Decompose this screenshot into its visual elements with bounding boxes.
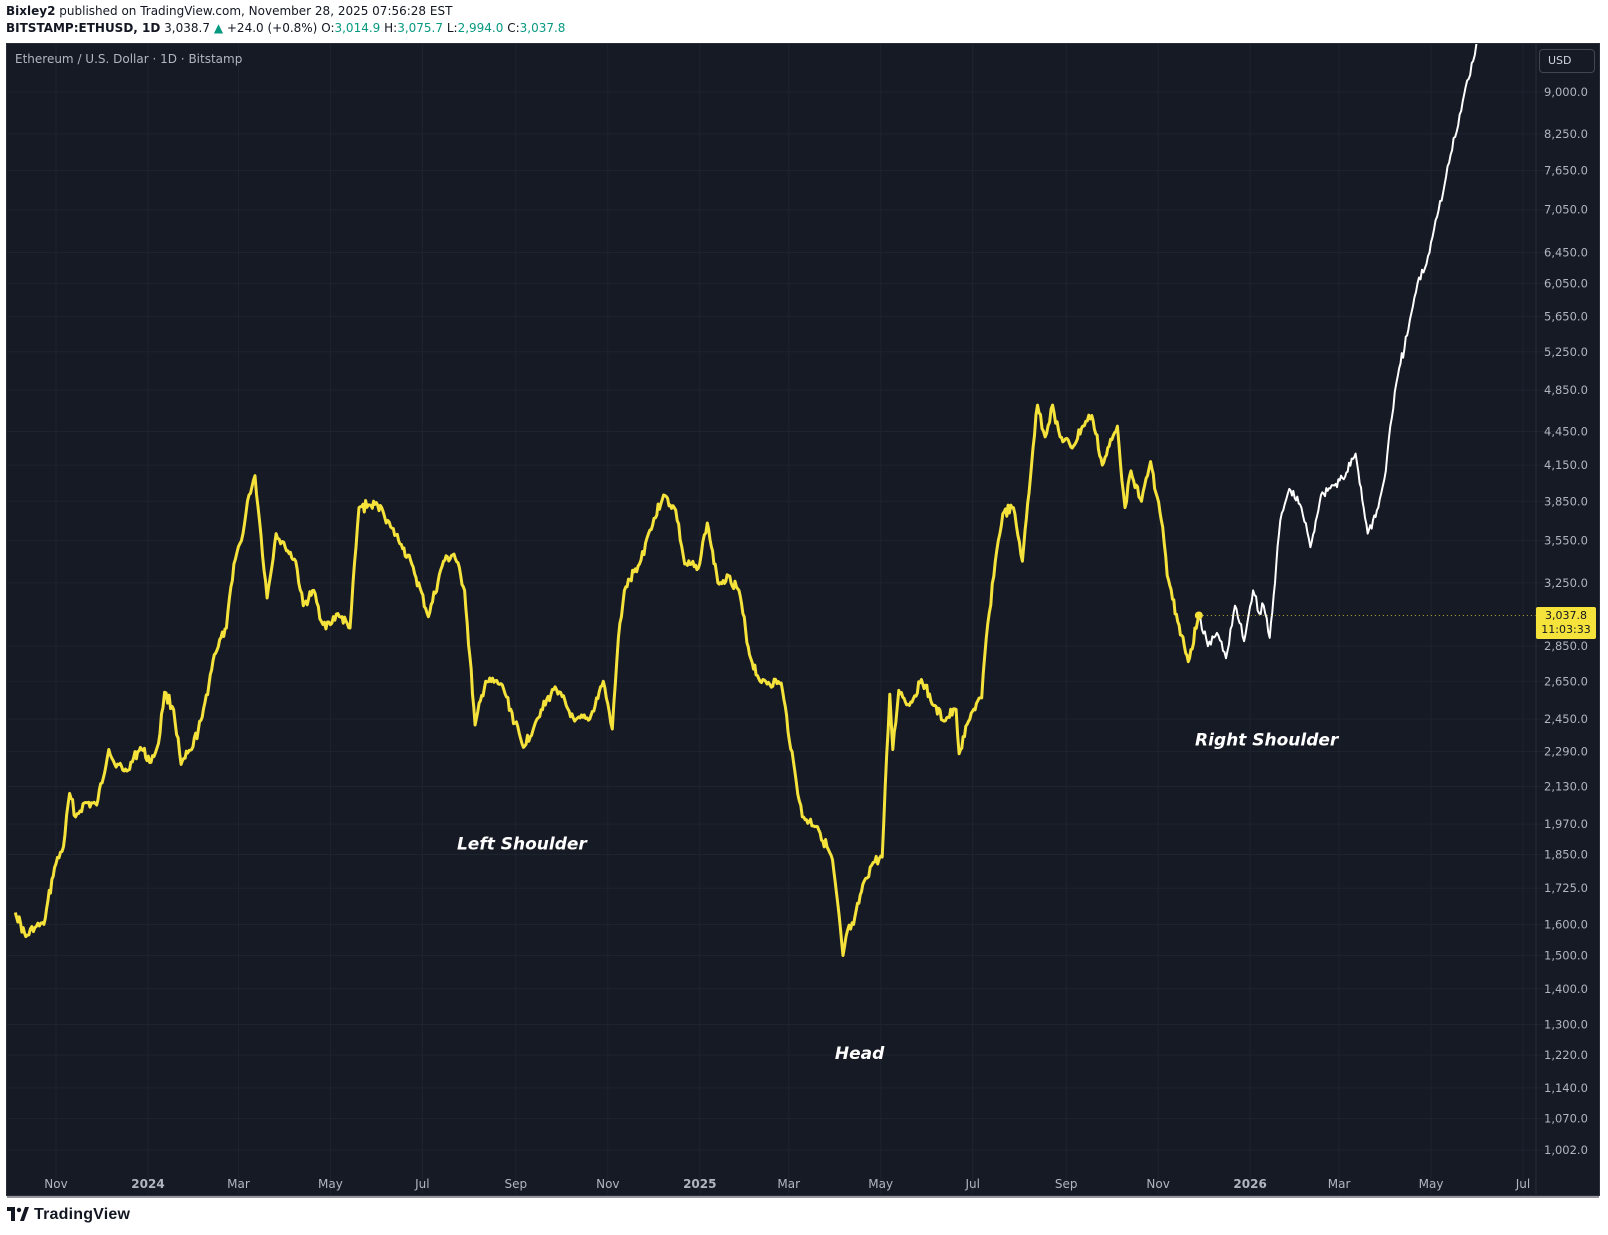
y-tick-label: 2,290.0 — [1544, 745, 1588, 759]
x-tick-label: Jul — [1515, 1177, 1530, 1191]
x-tick-label: Mar — [1328, 1177, 1351, 1191]
x-tick-label: Mar — [227, 1177, 250, 1191]
y-tick-label: 4,450.0 — [1544, 424, 1588, 438]
y-tick-label: 5,250.0 — [1544, 345, 1588, 359]
annotations: Left Shoulder Head Right Shoulder — [457, 730, 1340, 1064]
y-tick-label: 3,250.0 — [1544, 576, 1588, 590]
x-tick-label: 2025 — [683, 1177, 716, 1191]
y-tick-label: 8,250.0 — [1544, 127, 1588, 141]
y-tick-label: 1,220.0 — [1544, 1048, 1588, 1062]
high-label: H: — [384, 21, 398, 35]
y-tick-label: 1,300.0 — [1544, 1018, 1588, 1032]
y-tick-label: 4,850.0 — [1544, 383, 1588, 397]
pattern-annotation: Head — [835, 1044, 885, 1064]
y-tick-label: 1,970.0 — [1544, 817, 1588, 831]
pattern-annotation: Right Shoulder — [1195, 730, 1340, 750]
x-tick-label: Sep — [1055, 1177, 1078, 1191]
y-tick-label: 1,140.0 — [1544, 1081, 1588, 1095]
ohlc-bar: BITSTAMP:ETHUSD, 1D 3,038.7 ▲ +24.0 (+0.… — [6, 21, 565, 35]
y-tick-label: 7,650.0 — [1544, 163, 1588, 177]
x-tick-label: 2026 — [1233, 1177, 1266, 1191]
last-price-dot — [1194, 611, 1203, 620]
y-tick-label: 1,725.0 — [1544, 881, 1588, 895]
y-tick-label: 2,850.0 — [1544, 639, 1588, 653]
open-label: O: — [321, 21, 335, 35]
price-change: +24.0 (+0.8%) — [226, 21, 318, 35]
history-price-line — [13, 403, 1201, 957]
x-tick-label: May — [1419, 1177, 1444, 1191]
y-tick-label: 5,650.0 — [1544, 309, 1588, 323]
chart-frame[interactable] — [6, 43, 1600, 1196]
x-tick-label: Jul — [414, 1177, 429, 1191]
close-value: 3,037.8 — [519, 21, 566, 35]
tradingview-brand[interactable]: TradingView — [7, 1206, 130, 1224]
y-tick-label: 6,450.0 — [1544, 246, 1588, 260]
time-axis: Nov 2024 Mar May Jul Sep Nov 2025 Mar May Jul Sep No… — [7, 1177, 1599, 1198]
y-tick-label: 2,450.0 — [1544, 712, 1588, 726]
pattern-annotation: Left Shoulder — [457, 834, 588, 854]
projection-price-line — [1197, 44, 1478, 660]
brand-name: TradingView — [34, 1206, 131, 1223]
y-tick-label: 2,130.0 — [1544, 780, 1588, 794]
y-tick-label: 1,600.0 — [1544, 917, 1588, 931]
x-tick-label: 2024 — [131, 1177, 164, 1191]
low-value: 2,994.0 — [457, 21, 504, 35]
publish-text: published on TradingView.com, November 2… — [59, 4, 453, 18]
y-tick-label: 1,400.0 — [1544, 982, 1588, 996]
currency-button[interactable]: USD — [1539, 49, 1595, 73]
last-price-value: 3,037.8 — [1545, 609, 1587, 622]
series-legend[interactable]: Ethereum / U.S. Dollar · 1D · Bitstamp — [15, 52, 243, 66]
author-name[interactable]: Bixley2 — [6, 4, 56, 18]
x-tick-label: Nov — [44, 1177, 67, 1191]
price-series — [13, 44, 1536, 957]
x-tick-label: Jul — [964, 1177, 979, 1191]
y-tick-label: 6,050.0 — [1544, 276, 1588, 290]
high-value: 3,075.7 — [397, 21, 444, 35]
y-tick-label: 9,000.0 — [1544, 85, 1588, 99]
bar-countdown: 11:03:33 — [1541, 623, 1591, 636]
y-tick-label: 7,050.0 — [1544, 203, 1588, 217]
y-tick-label: 1,002.0 — [1544, 1143, 1588, 1157]
x-tick-label: May — [318, 1177, 343, 1191]
tradingview-logo-icon — [7, 1207, 29, 1221]
y-tick-label: 2,650.0 — [1544, 674, 1588, 688]
x-tick-label: Nov — [596, 1177, 619, 1191]
y-tick-label: 4,150.0 — [1544, 458, 1588, 472]
x-tick-label: Sep — [505, 1177, 528, 1191]
x-tick-label: Nov — [1146, 1177, 1169, 1191]
up-arrow-icon: ▲ — [213, 21, 224, 35]
x-tick-label: May — [868, 1177, 893, 1191]
y-tick-label: 1,500.0 — [1544, 949, 1588, 963]
y-tick-label: 3,550.0 — [1544, 533, 1588, 547]
grid-lines — [7, 44, 1557, 1194]
y-tick-label: 1,850.0 — [1544, 847, 1588, 861]
y-tick-label: 3,850.0 — [1544, 494, 1588, 508]
last-price-tag: 3,037.8 11:03:33 — [1536, 607, 1596, 639]
symbol-label[interactable]: BITSTAMP:ETHUSD, 1D — [6, 21, 161, 35]
low-label: L: — [446, 21, 458, 35]
y-tick-label: 1,070.0 — [1544, 1111, 1588, 1125]
last-price: 3,038.7 — [164, 21, 210, 35]
publish-info: Bixley2 published on TradingView.com, No… — [6, 4, 452, 18]
open-value: 3,014.9 — [334, 21, 381, 35]
close-label: C: — [507, 21, 520, 35]
x-tick-label: Mar — [777, 1177, 800, 1191]
